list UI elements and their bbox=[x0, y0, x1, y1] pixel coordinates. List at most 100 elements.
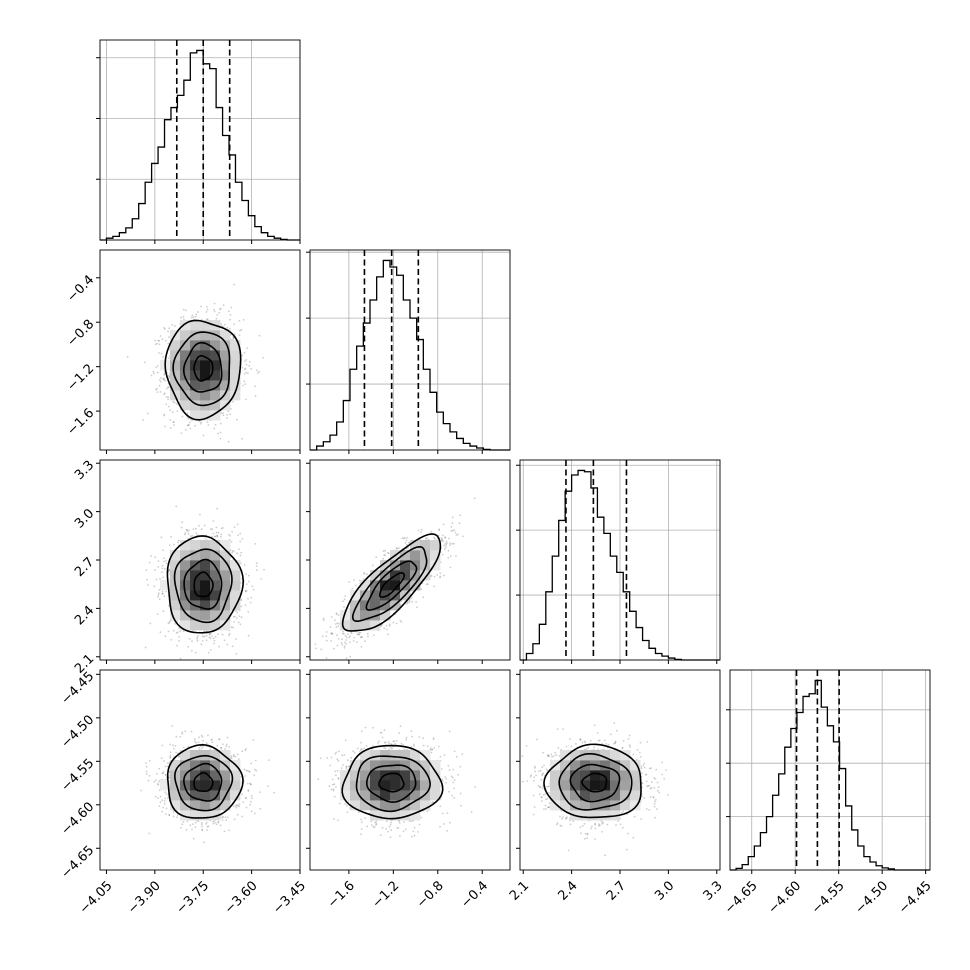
scatter-point bbox=[247, 782, 249, 785]
scatter-point bbox=[449, 566, 452, 569]
scatter-point bbox=[150, 374, 153, 377]
scatter-point bbox=[206, 308, 209, 311]
scatter-point bbox=[457, 533, 459, 536]
scatter-point bbox=[215, 531, 218, 534]
scatter-point bbox=[320, 648, 323, 651]
density-cell bbox=[220, 560, 231, 571]
scatter-point bbox=[441, 539, 444, 542]
density-cell bbox=[190, 410, 201, 421]
scatter-point bbox=[167, 342, 170, 345]
scatter-point bbox=[162, 378, 165, 380]
scatter-point bbox=[216, 314, 219, 316]
scatter-point bbox=[240, 775, 243, 778]
scatter-point bbox=[188, 529, 190, 532]
scatter-point bbox=[263, 568, 265, 571]
scatter-point bbox=[260, 578, 263, 580]
scatter-point bbox=[209, 632, 211, 635]
scatter-point bbox=[455, 555, 457, 557]
scatter-point bbox=[215, 823, 218, 826]
scatter-point bbox=[330, 616, 333, 618]
scatter-point bbox=[152, 370, 155, 373]
scatter-point bbox=[178, 755, 180, 758]
density-cell bbox=[180, 810, 191, 821]
scatter-point bbox=[359, 631, 362, 634]
scatter-point bbox=[186, 820, 189, 823]
scatter-point bbox=[160, 377, 162, 379]
scatter-point bbox=[156, 342, 159, 345]
scatter-point bbox=[388, 825, 391, 828]
scatter-point bbox=[202, 739, 205, 742]
density-cell bbox=[370, 610, 381, 621]
scatter-point bbox=[314, 643, 317, 646]
scatter-point bbox=[171, 411, 174, 413]
scatter-point bbox=[350, 632, 353, 635]
scatter-point bbox=[218, 645, 220, 648]
histogram-step-line bbox=[730, 679, 930, 871]
scatter-point bbox=[250, 800, 252, 803]
density-cell bbox=[200, 800, 211, 811]
scatter-point bbox=[438, 528, 440, 531]
density-cell bbox=[430, 550, 441, 561]
density-cell bbox=[190, 550, 201, 561]
scatter-point bbox=[451, 776, 454, 779]
scatter-point bbox=[188, 424, 191, 426]
scatter-point bbox=[442, 540, 444, 543]
scatter-point bbox=[227, 410, 230, 413]
scatter-point bbox=[176, 644, 179, 647]
scatter-point bbox=[330, 632, 333, 634]
density-cell bbox=[180, 350, 191, 361]
scatter-point bbox=[155, 578, 158, 581]
scatter-point bbox=[198, 524, 200, 527]
scatter-point bbox=[439, 575, 442, 578]
scatter-point bbox=[245, 573, 248, 575]
scatter-point bbox=[185, 828, 188, 831]
scatter-panel-1-3 bbox=[306, 669, 511, 874]
density-cell bbox=[200, 620, 211, 631]
density-cell bbox=[430, 540, 441, 551]
scatter-point bbox=[273, 791, 275, 794]
scatter-point bbox=[195, 742, 198, 744]
scatter-point bbox=[201, 829, 204, 832]
scatter-point bbox=[190, 316, 193, 319]
scatter-point bbox=[190, 730, 193, 733]
density-cell bbox=[170, 790, 181, 801]
scatter-point bbox=[353, 579, 355, 581]
scatter-point bbox=[164, 425, 167, 428]
scatter-point bbox=[206, 318, 208, 321]
scatter-point bbox=[355, 584, 357, 587]
scatter-point bbox=[168, 569, 171, 572]
density-cell bbox=[210, 380, 221, 391]
scatter-point bbox=[164, 773, 167, 776]
scatter-point bbox=[226, 736, 229, 739]
scatter-point bbox=[186, 412, 189, 415]
scatter-point bbox=[228, 746, 231, 748]
density-cell bbox=[200, 320, 211, 331]
scatter-point bbox=[441, 812, 444, 815]
scatter-point bbox=[392, 621, 395, 624]
scatter-point bbox=[162, 557, 165, 559]
density-cell bbox=[220, 800, 231, 811]
density-cell bbox=[190, 590, 201, 601]
scatter-point bbox=[451, 522, 454, 524]
scatter-point bbox=[252, 739, 255, 741]
scatter-point bbox=[168, 570, 171, 573]
density-cell bbox=[350, 590, 361, 601]
contour-line bbox=[378, 572, 406, 598]
contour-line bbox=[166, 535, 245, 634]
scatter-point bbox=[245, 748, 247, 750]
scatter-point bbox=[203, 635, 206, 638]
scatter-point bbox=[223, 830, 226, 833]
scatter-point bbox=[256, 369, 258, 372]
density-cell bbox=[210, 810, 221, 821]
scatter-point bbox=[444, 546, 447, 548]
density-cell bbox=[230, 390, 241, 401]
density-cell bbox=[230, 580, 241, 591]
density-cell bbox=[210, 760, 221, 771]
scatter-point bbox=[450, 530, 453, 532]
scatter-point bbox=[349, 635, 351, 637]
scatter-point bbox=[245, 363, 248, 366]
scatter-point bbox=[433, 536, 435, 539]
scatter-point bbox=[163, 377, 166, 380]
contour-line bbox=[172, 331, 231, 407]
density-cell bbox=[210, 800, 221, 811]
